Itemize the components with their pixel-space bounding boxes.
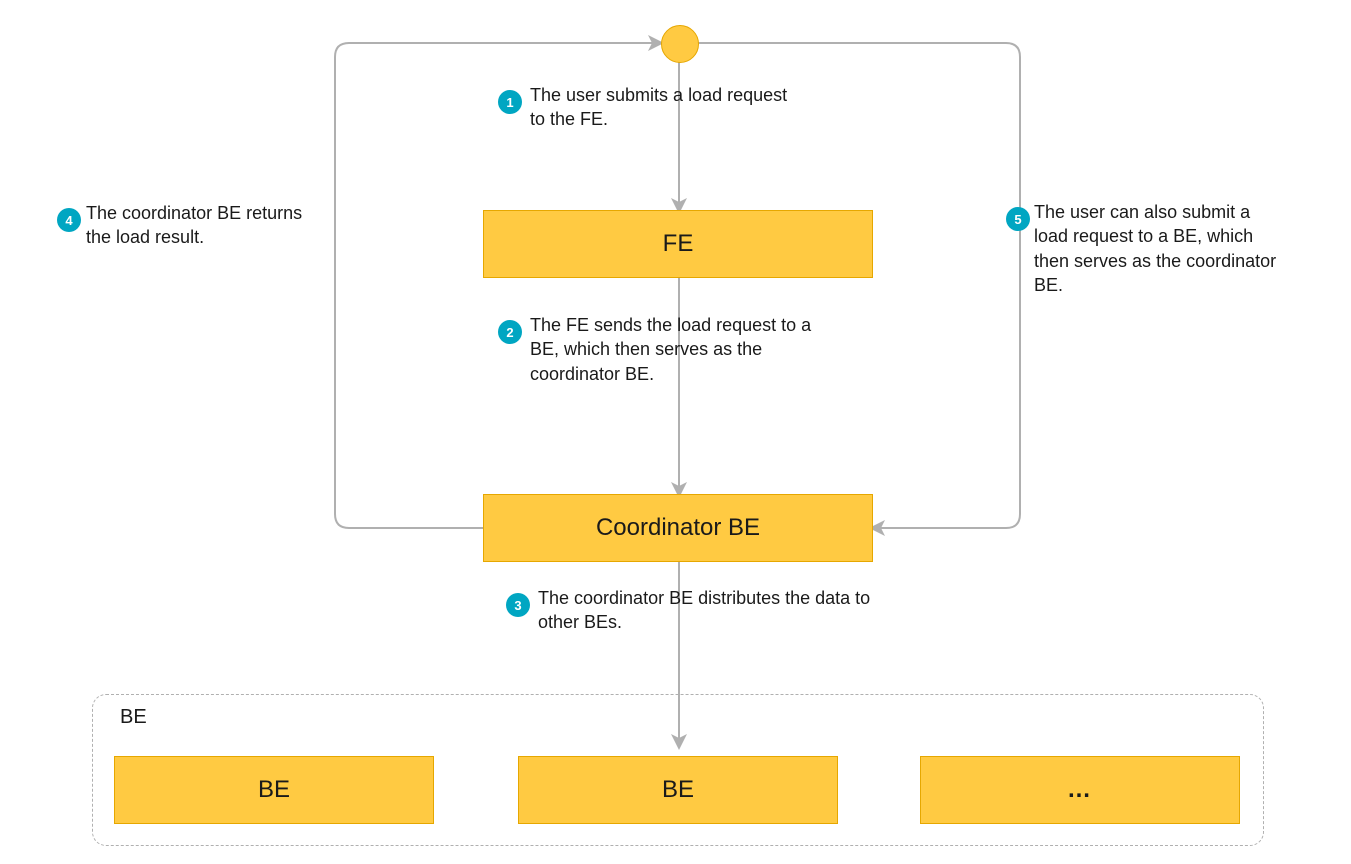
start-node xyxy=(661,25,699,63)
node-coordinator-be: Coordinator BE xyxy=(483,494,873,562)
node-be-2-label: BE xyxy=(662,776,694,804)
be-group-label: BE xyxy=(120,706,147,729)
step-4-badge: 4 xyxy=(57,208,81,232)
step-2-badge: 2 xyxy=(498,320,522,344)
step-3-badge: 3 xyxy=(506,593,530,617)
node-be-1-label: BE xyxy=(258,776,290,804)
node-coordinator-be-label: Coordinator BE xyxy=(596,514,760,542)
step-2-text: The FE sends the load request to a BE, w… xyxy=(530,313,830,386)
step-1-text: The user submits a load request to the F… xyxy=(530,83,790,132)
node-be-2: BE xyxy=(518,756,838,824)
step-1-badge: 1 xyxy=(498,90,522,114)
node-fe: FE xyxy=(483,210,873,278)
node-be-ellipsis: … xyxy=(920,756,1240,824)
step-3-text: The coordinator BE distributes the data … xyxy=(538,586,878,635)
node-be-ellipsis-label: … xyxy=(1067,776,1093,804)
step-5-text: The user can also submit a load request … xyxy=(1034,200,1289,297)
step-5-badge: 5 xyxy=(1006,207,1030,231)
node-be-1: BE xyxy=(114,756,434,824)
node-fe-label: FE xyxy=(663,230,694,258)
step-4-text: The coordinator BE returns the load resu… xyxy=(86,201,306,250)
diagram-canvas: FE Coordinator BE BE BE BE … 1 The user … xyxy=(0,0,1351,864)
